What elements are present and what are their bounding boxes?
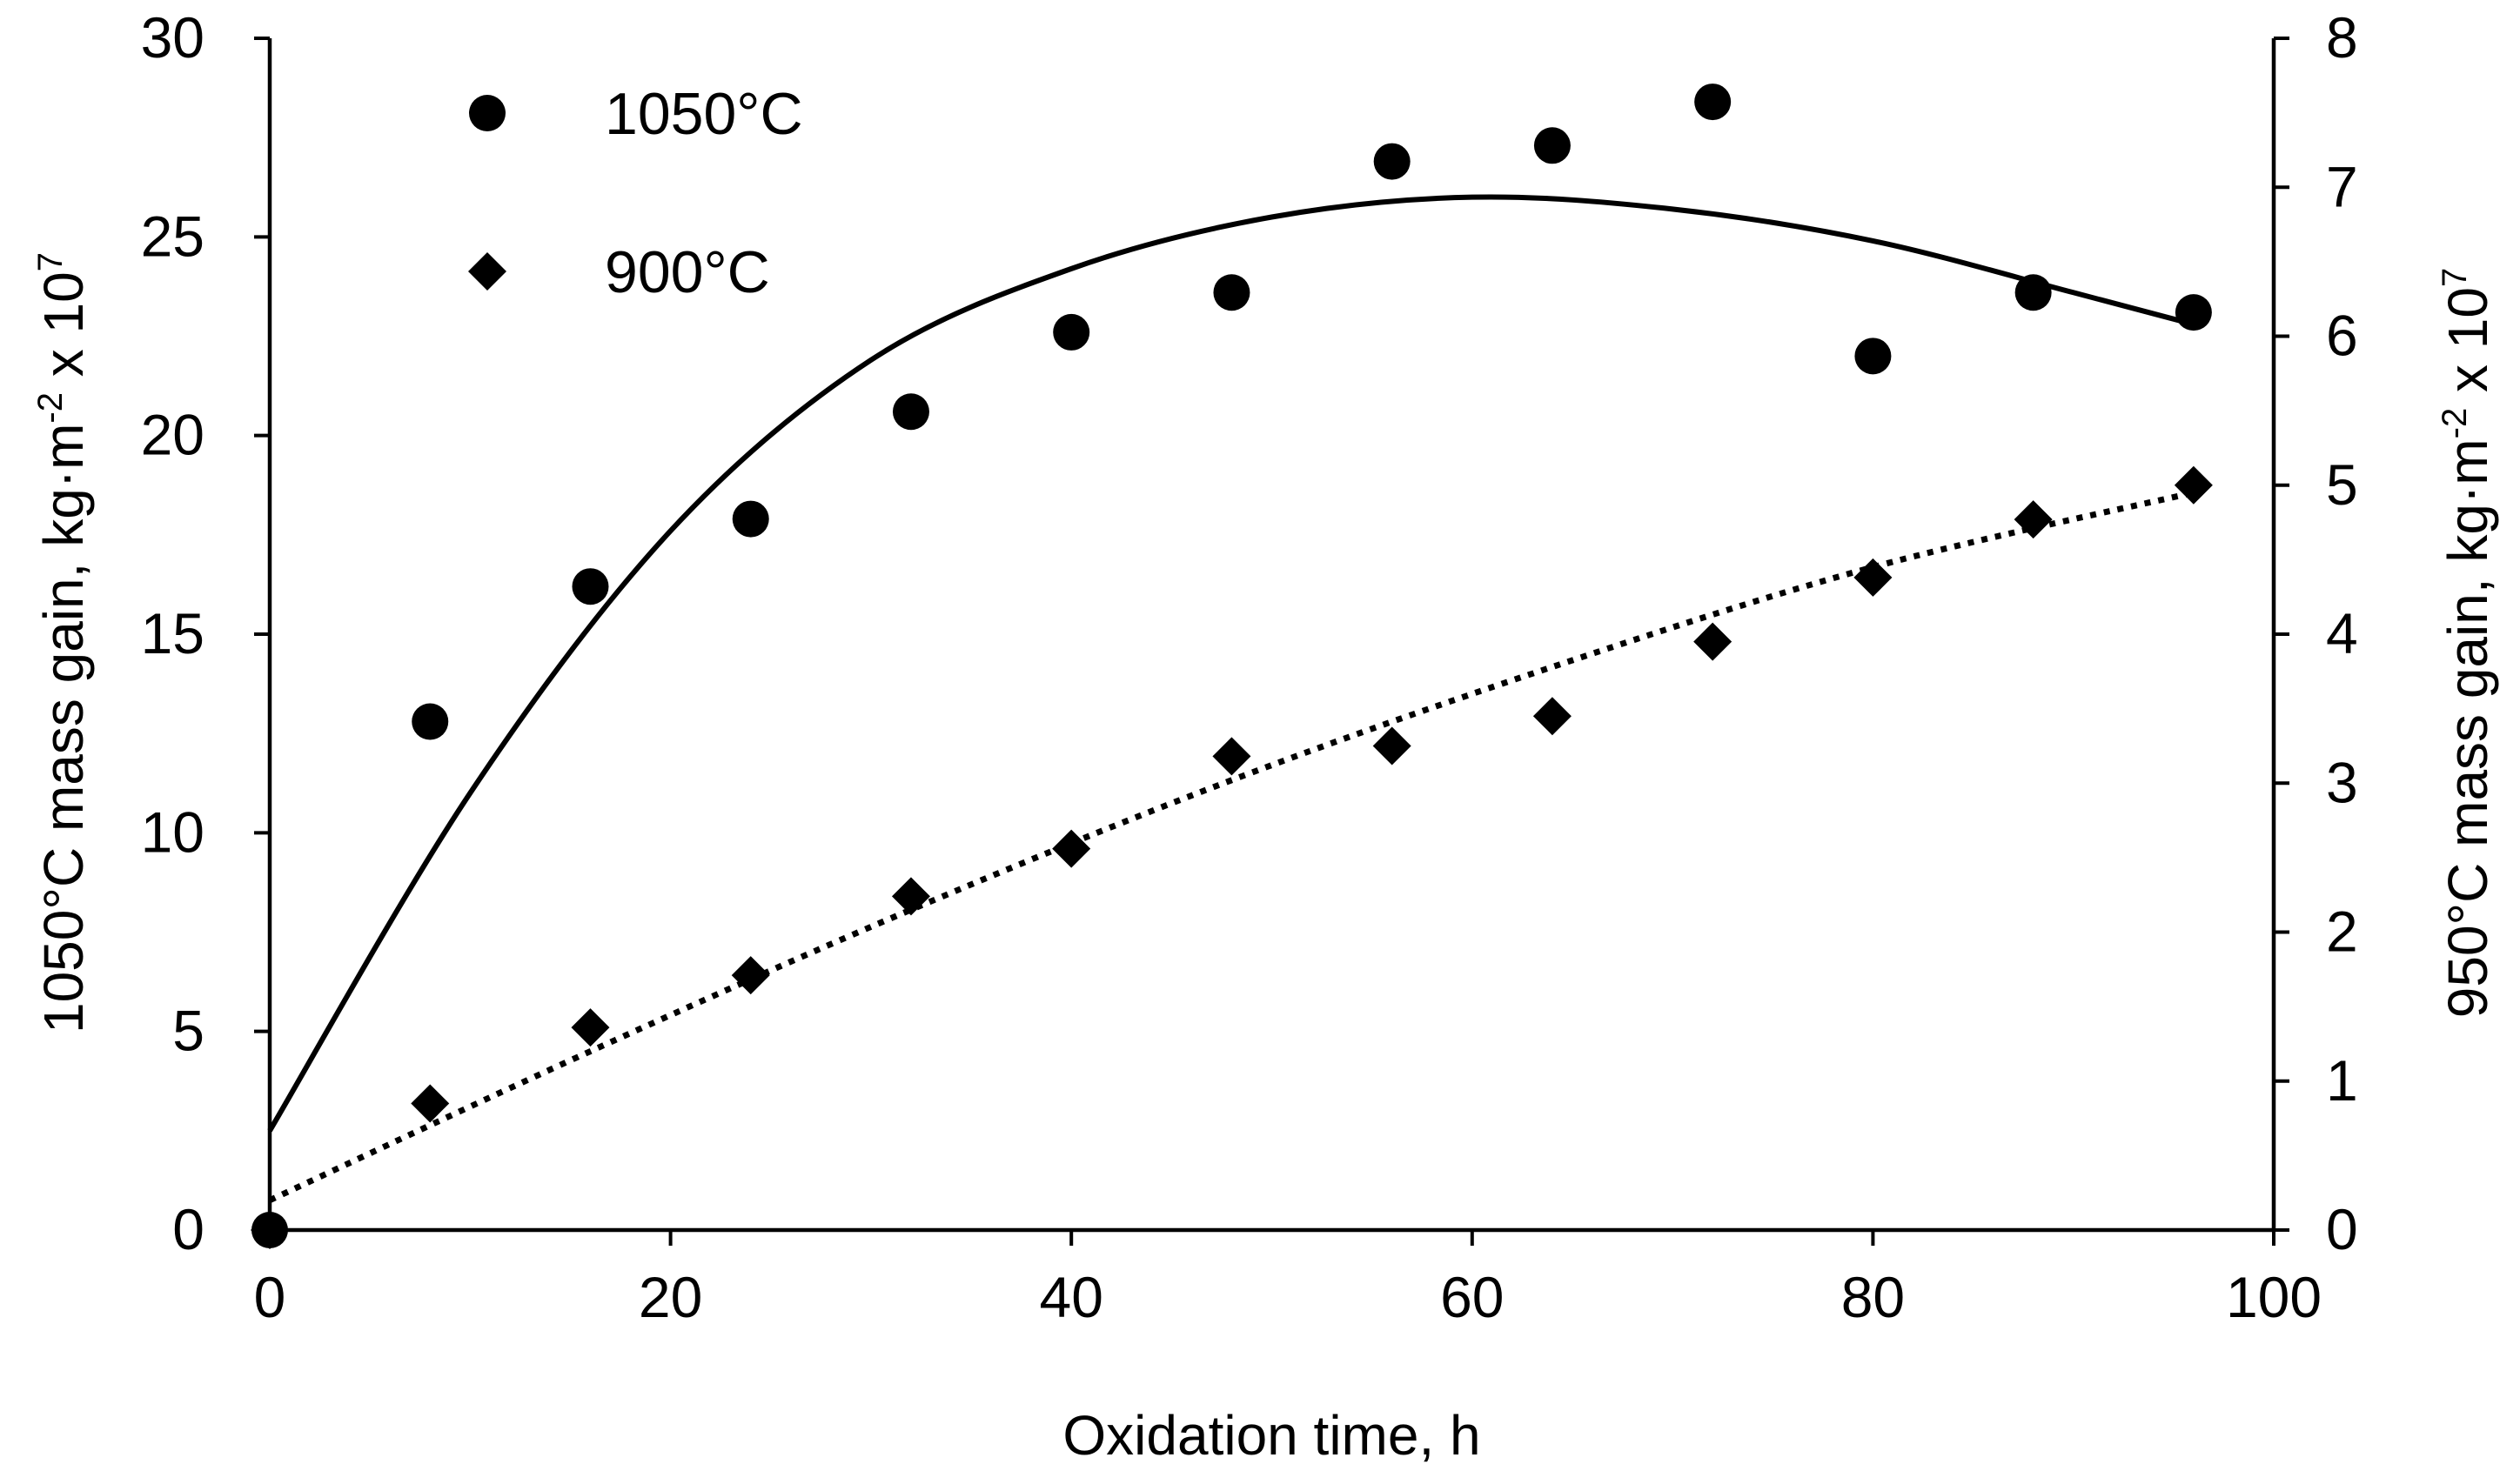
y-left-tick-label: 30	[141, 5, 204, 70]
y-right-tick-label: 3	[2326, 750, 2358, 814]
data-point-1050	[1053, 313, 1090, 351]
data-point-1050	[572, 568, 609, 605]
legend-marker-diamond	[468, 252, 506, 291]
data-point-900	[2014, 500, 2053, 539]
trendline-1050	[267, 194, 2195, 1133]
data-point-1050	[1533, 127, 1571, 164]
y-right-tick-label: 1	[2326, 1048, 2358, 1113]
data-point-900	[2174, 465, 2213, 505]
x-tick-label: 80	[1841, 1265, 1905, 1329]
x-tick-label: 0	[254, 1265, 286, 1329]
data-point-900	[251, 1211, 289, 1249]
data-point-1050	[1694, 84, 1732, 121]
data-point-900	[1532, 697, 1572, 736]
y-left-tick-label: 15	[141, 601, 204, 665]
y-left-tick-label: 10	[141, 799, 204, 864]
y-axis-right-title-main: 950°C mass gain, kg·m	[2436, 438, 2499, 1018]
y-axis-left-title-mid: x 10	[32, 271, 95, 392]
y-axis-left-title-sup1: -2	[31, 392, 70, 424]
y-right-tick-label: 4	[2326, 601, 2358, 665]
data-point-900	[1372, 726, 1411, 766]
data-point-1050	[1213, 274, 1250, 311]
y-right-tick-label: 7	[2326, 154, 2358, 218]
legend-marker-circle	[469, 95, 506, 131]
y-left-tick-label: 0	[172, 1197, 204, 1261]
data-point-900	[1853, 558, 1893, 597]
y-axis-left-title-main: 1050°C mass gain, kg·m	[32, 424, 95, 1033]
x-tick-label: 60	[1440, 1265, 1504, 1329]
data-point-900	[571, 1008, 610, 1047]
data-point-1050	[2014, 274, 2052, 311]
data-point-1050	[732, 500, 769, 538]
x-tick-label: 20	[639, 1265, 702, 1329]
data-point-900	[1212, 737, 1251, 776]
y-axis-right-title-sup2: 7	[2436, 268, 2474, 287]
trendlines-group	[267, 194, 2195, 1203]
x-axis-title: Oxidation time, h	[1062, 1404, 1480, 1467]
y-axis-left-title-sup2: 7	[31, 252, 70, 271]
legend-label-1050: 1050°C	[605, 81, 803, 147]
y-axis-right-title-mid: x 10	[2436, 287, 2499, 408]
data-point-900	[1052, 829, 1091, 868]
y-axis-right-title: 950°C mass gain, kg·m-2 x 107	[2436, 268, 2499, 1018]
y-axis-right-title-sup1: -2	[2436, 408, 2474, 439]
trendline-900	[268, 489, 2195, 1203]
data-point-900	[891, 877, 930, 916]
data-point-1050	[412, 703, 449, 740]
y-right-tick-label: 6	[2326, 304, 2358, 368]
legend-label-900: 900°C	[605, 239, 770, 305]
data-point-1050	[892, 393, 929, 431]
y-right-tick-label: 5	[2326, 452, 2358, 517]
data-point-900	[731, 956, 770, 995]
y-left-tick-label: 5	[172, 999, 204, 1063]
y-right-tick-label: 0	[2326, 1197, 2358, 1261]
data-point-1050	[1854, 338, 1892, 375]
legend: 1050°C 900°C	[468, 81, 803, 305]
data-point-1050	[1373, 143, 1411, 180]
y-left-tick-label: 20	[141, 403, 204, 467]
data-point-1050	[2175, 294, 2212, 331]
y-axis-left-title: 1050°C mass gain, kg·m-2 x 107	[31, 252, 95, 1033]
data-point-900	[1693, 622, 1732, 661]
x-tick-label: 40	[1039, 1265, 1102, 1329]
x-tick-label: 100	[2226, 1265, 2322, 1329]
y-right-tick-label: 2	[2326, 899, 2358, 964]
y-right-tick-label: 8	[2326, 5, 2358, 70]
data-point-900	[411, 1084, 450, 1123]
y-left-tick-label: 25	[141, 204, 204, 268]
markers-group	[251, 84, 2213, 1249]
